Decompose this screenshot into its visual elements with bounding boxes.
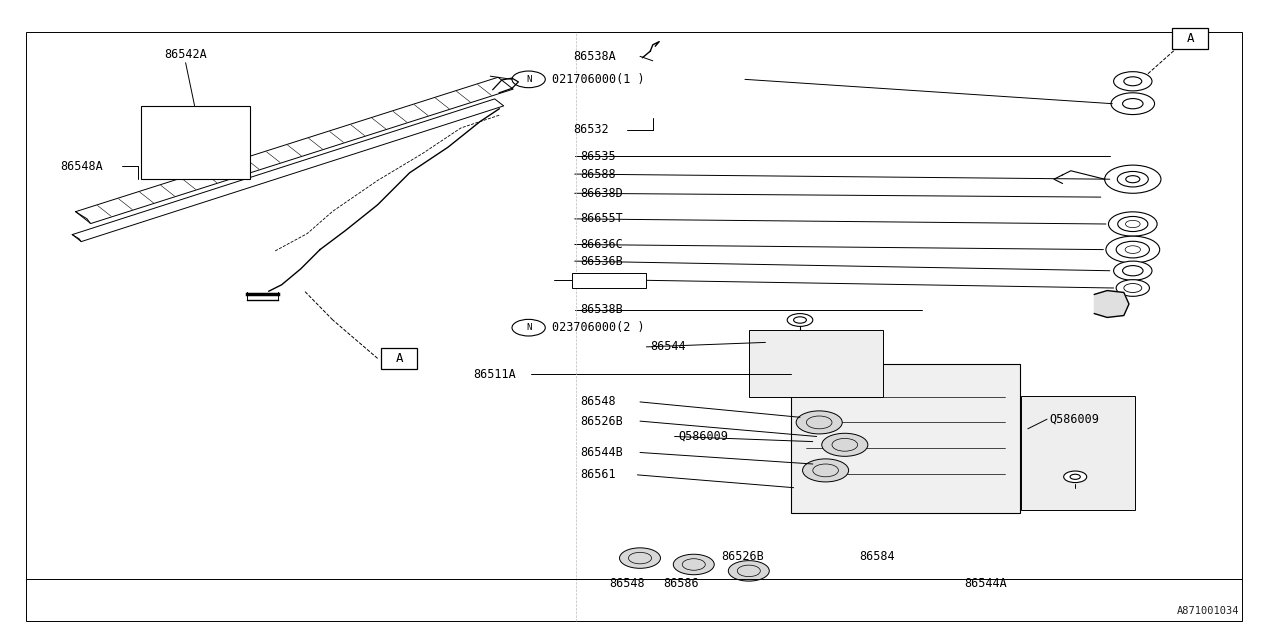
Circle shape — [1064, 471, 1087, 483]
Text: 021706000(1 ): 021706000(1 ) — [552, 73, 644, 86]
Text: 86548A: 86548A — [60, 160, 102, 173]
Text: 86538A: 86538A — [573, 50, 616, 63]
Circle shape — [1114, 72, 1152, 91]
Text: 86536A: 86536A — [584, 274, 626, 287]
Text: 86542A: 86542A — [164, 48, 207, 61]
Text: N: N — [526, 323, 531, 332]
Text: 86536B: 86536B — [580, 255, 622, 268]
Text: 023706000(2 ): 023706000(2 ) — [552, 321, 644, 334]
Text: 86526B: 86526B — [721, 550, 764, 563]
Circle shape — [1106, 236, 1160, 263]
Circle shape — [728, 561, 769, 581]
Text: 86655T: 86655T — [580, 212, 622, 225]
Text: 86526B: 86526B — [580, 415, 622, 428]
Text: A: A — [1187, 32, 1194, 45]
Text: Q586009: Q586009 — [678, 430, 728, 443]
Text: 86588: 86588 — [580, 168, 616, 180]
Circle shape — [673, 554, 714, 575]
Bar — [749, 330, 883, 397]
Circle shape — [1108, 212, 1157, 236]
Bar — [141, 106, 250, 179]
Circle shape — [787, 314, 813, 326]
Text: 86538B: 86538B — [580, 303, 622, 316]
Text: 86638D: 86638D — [580, 187, 622, 200]
Polygon shape — [76, 77, 513, 223]
Polygon shape — [72, 99, 504, 241]
Text: 86636C: 86636C — [580, 238, 622, 251]
Text: Q586009: Q586009 — [1050, 413, 1100, 426]
Circle shape — [620, 548, 660, 568]
Bar — [381, 348, 417, 369]
Circle shape — [796, 411, 842, 434]
Circle shape — [1111, 93, 1155, 115]
Text: N: N — [526, 75, 531, 84]
FancyBboxPatch shape — [791, 364, 1020, 513]
Bar — [1172, 28, 1208, 49]
FancyBboxPatch shape — [1021, 396, 1135, 510]
Text: 86586: 86586 — [663, 577, 699, 590]
Text: 86532: 86532 — [573, 124, 609, 136]
Text: 86548: 86548 — [609, 577, 645, 590]
Circle shape — [803, 459, 849, 482]
Text: 86548: 86548 — [580, 396, 616, 408]
Text: A871001034: A871001034 — [1176, 605, 1239, 616]
Text: 86511A: 86511A — [474, 368, 516, 381]
Text: 86544: 86544 — [650, 340, 686, 353]
Circle shape — [822, 433, 868, 456]
Text: A: A — [396, 352, 403, 365]
Text: 86561: 86561 — [580, 468, 616, 481]
Text: 86535: 86535 — [580, 150, 616, 163]
Circle shape — [1114, 261, 1152, 280]
Text: 86544A: 86544A — [964, 577, 1007, 590]
Circle shape — [1105, 165, 1161, 193]
Text: 86544B: 86544B — [580, 446, 622, 459]
Polygon shape — [1094, 291, 1129, 317]
Bar — [572, 273, 646, 288]
Text: 86584: 86584 — [859, 550, 895, 563]
Circle shape — [1116, 280, 1149, 296]
